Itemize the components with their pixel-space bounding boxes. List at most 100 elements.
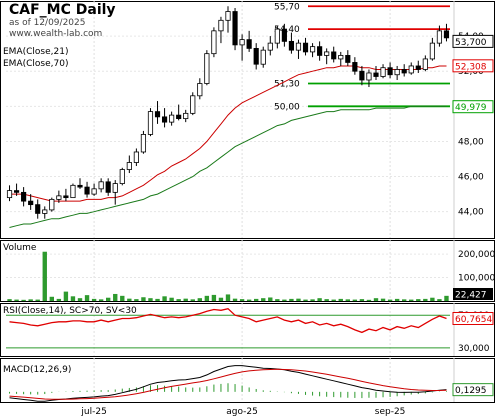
- candle-body: [302, 42, 309, 53]
- candle-body: [373, 72, 379, 77]
- price-panel-frame: [0, 1, 495, 239]
- macd-panel-frame: [0, 358, 495, 403]
- legend-ema-21: EMA(Close,21): [3, 47, 68, 57]
- candle-body: [176, 114, 182, 120]
- price-value-tag-box: [452, 34, 494, 48]
- volume-bar: [430, 297, 435, 301]
- volume-bar: [416, 299, 421, 301]
- candle-body: [401, 69, 407, 74]
- candle-body: [309, 46, 316, 53]
- candle-body: [436, 30, 443, 44]
- candle-body: [169, 114, 175, 123]
- candle-body: [161, 116, 168, 123]
- ema-21-line: [9, 65, 447, 202]
- rsi-tick-label: 30,000: [458, 344, 490, 354]
- level-label: 50,00: [274, 102, 300, 112]
- candle-body: [154, 111, 161, 118]
- volume-bar: [197, 298, 202, 301]
- volume-bar: [275, 299, 280, 301]
- volume-bar: [162, 296, 167, 301]
- candle-body: [77, 184, 83, 188]
- price-tick-label: 46,00: [458, 173, 484, 183]
- volume-bar: [317, 298, 322, 301]
- volume-bar: [183, 298, 188, 301]
- volume-bar: [423, 298, 428, 301]
- candle-body: [63, 195, 69, 199]
- candle-body: [119, 169, 125, 184]
- volume-bar: [282, 299, 287, 301]
- volume-bar: [63, 291, 69, 301]
- volume-bar: [148, 298, 153, 301]
- level-label: 55,70: [274, 2, 300, 12]
- legend-rsi: RSI(Close,14), SC>70, SV<30: [3, 306, 137, 316]
- volume-bar: [204, 295, 210, 301]
- volume-tick-label: 200,000: [458, 250, 495, 260]
- volume-bar: [402, 299, 407, 301]
- level-label: 54,40: [274, 25, 300, 35]
- volume-bar: [70, 296, 76, 301]
- candle-body: [429, 42, 435, 60]
- volume-bar: [239, 299, 245, 301]
- macd-value-tag-box: [452, 383, 494, 397]
- volume-bar: [127, 298, 132, 301]
- volume-tick-label: 100,000: [458, 274, 495, 284]
- volume-bar: [261, 298, 266, 301]
- volume-bar: [21, 299, 26, 301]
- price-value-tag-box: [452, 100, 494, 114]
- candle-body: [274, 28, 280, 44]
- candle-body: [408, 65, 414, 74]
- volume-bar: [352, 299, 358, 301]
- volume-bar: [77, 298, 83, 301]
- volume-bar: [232, 298, 238, 301]
- candle-body: [35, 204, 41, 214]
- volume-bar: [303, 299, 308, 301]
- candle-body: [225, 11, 231, 21]
- candle-body: [281, 28, 287, 42]
- volume-bar: [120, 295, 125, 301]
- volume-value-tag: 22,427: [455, 291, 487, 301]
- candle-body: [49, 198, 55, 211]
- candle-body: [28, 200, 34, 206]
- price-tick-label: 44,00: [458, 208, 484, 218]
- candle-body: [133, 151, 139, 163]
- candle-body: [380, 67, 386, 77]
- candle-body: [331, 51, 337, 60]
- rsi-line: [9, 307, 447, 334]
- volume-bar: [345, 299, 350, 301]
- candle-body: [112, 183, 118, 193]
- candle-body: [415, 65, 421, 70]
- volume-bar: [437, 299, 442, 301]
- candle-body: [260, 49, 266, 65]
- x-tick-label: sep-25: [375, 407, 406, 417]
- site-watermark: www.wealth-lab.com: [9, 29, 103, 39]
- volume-bar: [310, 299, 315, 301]
- volume-bar: [98, 299, 104, 301]
- candle-body: [70, 184, 76, 199]
- candle-body: [422, 58, 428, 70]
- volume-bar: [14, 299, 19, 301]
- volume-bar: [331, 299, 336, 301]
- candle-body: [183, 112, 189, 120]
- volume-bar: [113, 293, 118, 301]
- candle-body: [197, 83, 203, 97]
- volume-bar: [387, 299, 393, 301]
- rsi-value-tag-box: [452, 311, 494, 325]
- legend-macd: MACD(12,26,9): [3, 365, 71, 375]
- volume-bar: [176, 299, 181, 301]
- volume-bar: [373, 298, 379, 301]
- volume-bar: [49, 296, 54, 301]
- volume-bar: [42, 251, 47, 301]
- candle-body: [56, 195, 62, 200]
- volume-bar: [190, 299, 195, 301]
- volume-bar: [296, 298, 301, 301]
- volume-bar: [106, 297, 111, 301]
- volume-bar: [91, 298, 97, 301]
- volume-bar: [134, 299, 139, 301]
- candle-body: [253, 48, 259, 65]
- candle-body: [394, 69, 400, 76]
- candle-body: [126, 162, 132, 170]
- volume-bar: [218, 297, 224, 301]
- volume-bar: [155, 298, 160, 301]
- candle-body: [359, 70, 365, 81]
- candle-body: [21, 191, 27, 202]
